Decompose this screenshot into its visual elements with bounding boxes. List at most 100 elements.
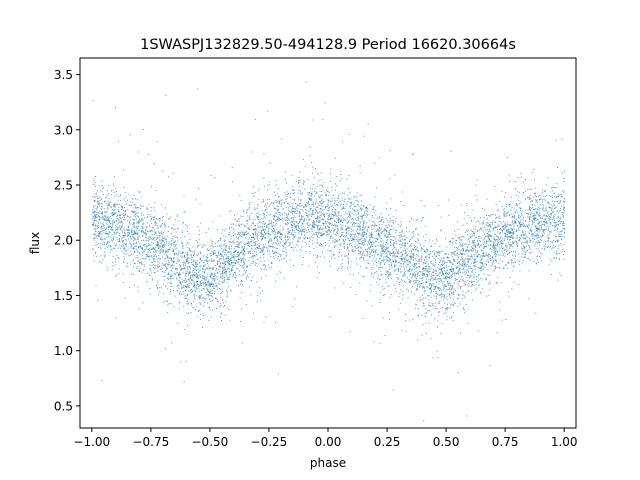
data-point — [334, 287, 336, 289]
data-point — [505, 319, 507, 320]
data-point — [434, 265, 435, 267]
data-point — [369, 239, 370, 241]
data-point — [243, 260, 245, 262]
data-point — [397, 253, 399, 255]
data-point — [403, 247, 405, 249]
data-point — [194, 262, 196, 264]
data-point — [280, 218, 281, 220]
data-point — [400, 221, 402, 223]
data-point — [334, 200, 336, 202]
data-point — [445, 261, 447, 263]
data-point — [115, 275, 117, 277]
data-point — [511, 231, 513, 233]
data-point — [527, 196, 528, 198]
data-point — [319, 228, 320, 230]
data-point — [99, 218, 101, 220]
data-point — [115, 229, 116, 231]
data-point — [275, 242, 277, 244]
data-point — [469, 266, 471, 268]
data-point — [132, 198, 134, 200]
data-point — [219, 288, 220, 289]
data-point — [252, 232, 254, 234]
data-point — [543, 248, 545, 250]
data-point — [501, 230, 503, 232]
data-point — [560, 216, 562, 218]
data-point — [196, 295, 198, 297]
data-point — [100, 227, 102, 229]
data-point — [421, 287, 423, 289]
data-point — [207, 294, 209, 296]
data-point — [305, 237, 307, 239]
data-point — [327, 200, 329, 202]
data-point — [399, 232, 401, 233]
data-point — [246, 265, 248, 267]
data-point — [275, 248, 277, 250]
data-point — [229, 276, 231, 278]
data-point — [559, 201, 561, 203]
data-point — [281, 202, 283, 204]
data-point — [189, 266, 191, 268]
data-point — [171, 244, 172, 246]
data-point — [250, 237, 252, 238]
data-point — [564, 210, 565, 212]
data-point — [218, 259, 220, 261]
data-point — [369, 290, 371, 292]
data-point — [481, 292, 483, 294]
data-point — [268, 253, 270, 255]
data-point — [167, 231, 169, 232]
data-point — [211, 300, 213, 302]
data-point — [537, 228, 539, 230]
data-point — [250, 244, 252, 246]
data-point — [393, 260, 395, 262]
data-point — [163, 244, 165, 246]
data-point — [153, 229, 155, 231]
data-point — [443, 287, 445, 289]
data-point — [203, 264, 205, 266]
data-point — [179, 272, 180, 274]
data-point — [189, 238, 191, 240]
data-point — [468, 271, 470, 273]
data-point — [338, 222, 339, 224]
data-point — [266, 226, 268, 228]
data-point — [276, 240, 278, 242]
data-point — [352, 274, 354, 276]
data-point — [286, 217, 288, 218]
data-point — [298, 180, 299, 182]
data-point — [248, 241, 249, 243]
data-point — [256, 251, 258, 253]
data-point — [474, 259, 476, 261]
data-point — [508, 291, 510, 293]
data-point — [359, 251, 361, 253]
data-point — [162, 215, 164, 217]
data-point — [369, 256, 371, 258]
data-point — [508, 232, 510, 234]
data-point — [295, 221, 297, 223]
data-point — [543, 232, 545, 234]
data-point — [327, 199, 329, 201]
data-point — [196, 275, 198, 277]
data-point — [289, 206, 291, 207]
data-point — [146, 254, 148, 256]
data-point — [187, 255, 189, 257]
data-point — [349, 227, 351, 229]
data-point — [416, 250, 418, 252]
data-point — [275, 184, 277, 186]
data-point — [216, 285, 218, 286]
data-point — [183, 381, 185, 383]
data-point — [321, 233, 323, 235]
data-point — [103, 238, 105, 240]
data-point — [388, 214, 390, 216]
data-point — [96, 212, 98, 213]
data-point — [220, 238, 222, 240]
data-point — [327, 249, 329, 251]
data-point — [348, 221, 349, 223]
data-point — [300, 202, 302, 204]
data-point — [423, 297, 425, 299]
data-point — [204, 282, 206, 284]
data-point — [457, 273, 459, 275]
data-point — [194, 296, 196, 298]
data-point — [272, 255, 274, 257]
data-point — [139, 220, 141, 222]
data-point — [540, 221, 542, 223]
data-point — [211, 285, 213, 287]
